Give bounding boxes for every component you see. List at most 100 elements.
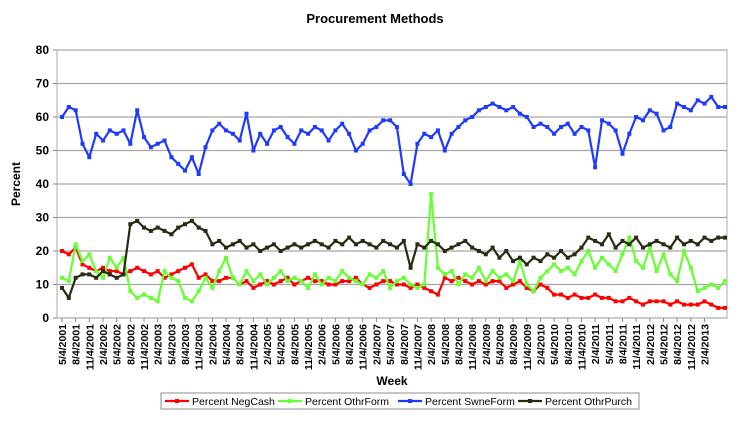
data-point — [244, 111, 249, 116]
data-point — [210, 128, 215, 133]
data-point — [135, 108, 140, 113]
data-point — [579, 125, 584, 129]
data-point — [490, 279, 495, 284]
x-tick-label: 8/4/2004 — [235, 324, 247, 365]
data-point — [565, 265, 570, 270]
data-point — [333, 238, 338, 243]
data-point — [613, 128, 618, 133]
data-point — [60, 249, 64, 253]
data-point — [661, 128, 666, 133]
data-point — [142, 292, 146, 297]
data-point — [613, 245, 618, 250]
x-tick-label: 5/4/2009 — [494, 324, 506, 365]
data-point — [470, 282, 475, 287]
data-point — [524, 285, 529, 290]
data-point — [565, 295, 570, 300]
legend-label: Percent OthrForm — [305, 396, 389, 408]
data-point — [627, 242, 632, 247]
data-point — [634, 299, 639, 304]
data-point — [319, 128, 324, 133]
data-point — [244, 279, 249, 284]
data-point — [326, 282, 331, 287]
data-point — [135, 295, 140, 300]
data-point — [627, 131, 632, 136]
data-point — [271, 282, 276, 287]
x-tick-label: 11/4/2001 — [84, 324, 96, 370]
data-point — [661, 299, 666, 304]
data-point — [230, 275, 235, 280]
data-point — [353, 148, 358, 153]
data-point — [340, 279, 345, 284]
data-point — [224, 275, 228, 280]
data-point — [422, 245, 427, 250]
data-point — [224, 245, 228, 250]
data-point — [176, 279, 181, 284]
data-point — [552, 292, 557, 297]
x-tick-label: 5/4/2003 — [166, 324, 178, 365]
x-tick-label: 11/4/2009 — [522, 324, 534, 370]
data-point — [394, 279, 399, 284]
data-point — [265, 282, 270, 287]
x-tick-label: 11/4/2002 — [139, 324, 151, 370]
legend-marker — [288, 399, 292, 403]
x-tick-label: 8/4/2007 — [399, 324, 411, 365]
data-point — [517, 111, 522, 116]
data-point — [299, 279, 304, 284]
y-tick-label: 50 — [36, 144, 50, 158]
data-point — [572, 252, 577, 257]
data-point — [135, 265, 140, 270]
data-point — [470, 275, 475, 280]
data-point — [538, 121, 543, 126]
x-tick-label: 5/4/2001 — [57, 324, 69, 365]
data-point — [107, 255, 112, 260]
data-point — [401, 238, 406, 243]
data-point — [517, 259, 522, 264]
data-point — [586, 295, 591, 300]
data-point — [593, 165, 598, 170]
data-point — [470, 245, 475, 250]
x-tick-label: 11/4/2011 — [631, 324, 643, 370]
data-point — [716, 235, 721, 240]
series-percent-othrform — [60, 192, 727, 304]
x-axis-title: Week — [376, 374, 407, 388]
chart-title: Procurement Methods — [306, 11, 443, 26]
x-tick-label: 11/4/2005 — [303, 324, 315, 370]
data-point — [203, 228, 208, 233]
data-point — [422, 131, 427, 136]
x-tick-label: 2/4/2011 — [590, 324, 602, 364]
data-point — [285, 135, 290, 140]
legend-marker — [408, 399, 412, 403]
data-point — [169, 232, 174, 237]
data-point — [360, 238, 365, 243]
x-tick-label: 2/4/2005 — [262, 324, 274, 365]
data-point — [688, 265, 693, 270]
data-point — [217, 238, 222, 243]
data-point — [66, 279, 71, 284]
data-point — [531, 255, 536, 260]
data-point — [340, 242, 345, 247]
data-point — [80, 259, 85, 264]
data-point — [203, 145, 208, 150]
data-point — [517, 255, 522, 260]
data-point — [490, 269, 495, 274]
data-point — [326, 275, 331, 280]
data-point — [258, 249, 263, 253]
data-point — [716, 285, 721, 290]
x-tick-label: 8/4/2009 — [508, 324, 520, 365]
data-point — [374, 245, 379, 250]
data-point — [244, 269, 249, 274]
x-tick-label: 8/4/2012 — [672, 324, 684, 365]
data-point — [155, 225, 160, 230]
data-point — [203, 275, 208, 280]
data-point — [654, 299, 659, 304]
data-point — [463, 279, 468, 284]
data-point — [326, 245, 331, 250]
data-point — [559, 249, 563, 253]
data-point — [675, 299, 680, 304]
data-point — [162, 269, 167, 274]
data-point — [449, 245, 454, 250]
data-point — [353, 275, 358, 280]
data-point — [101, 269, 105, 274]
y-tick-label: 0 — [42, 311, 49, 325]
x-tick-label: 11/4/2010 — [576, 324, 588, 370]
